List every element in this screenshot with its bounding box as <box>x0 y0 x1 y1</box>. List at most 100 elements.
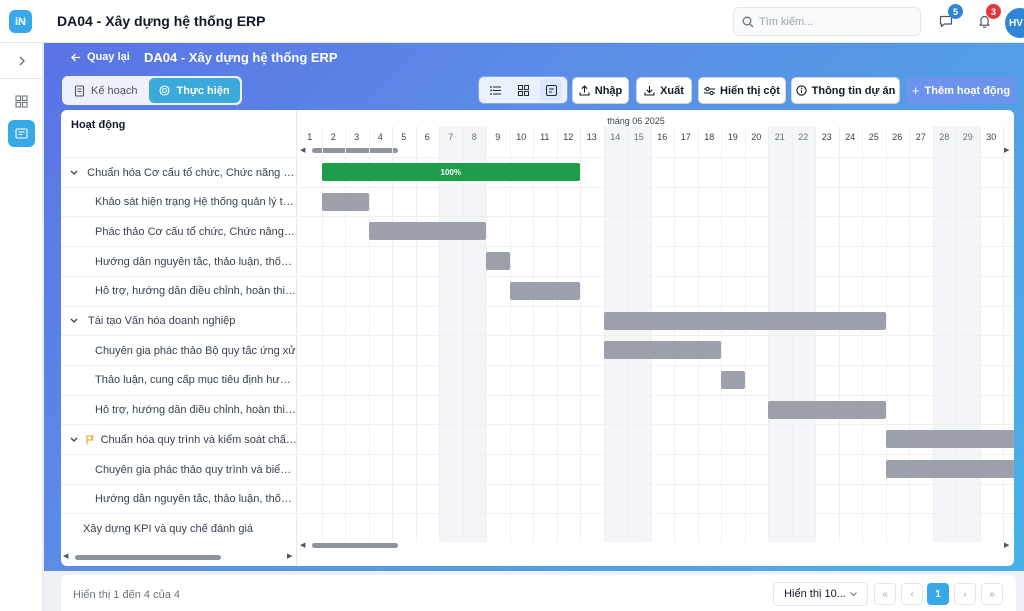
day-gridline <box>439 126 440 542</box>
day-gridline <box>415 126 417 542</box>
task-row[interactable]: Hướng dẫn nguyên tắc, thảo luận, thống..… <box>61 483 297 514</box>
sidebar <box>0 43 43 611</box>
sidebar-item-dashboard[interactable] <box>8 88 35 115</box>
mode-execution[interactable]: Thực hiện <box>149 78 240 103</box>
day-header: 4 <box>377 132 383 142</box>
timeline-scroll-right-icon[interactable]: ▶ <box>1004 147 1010 154</box>
day-header: 2 <box>330 132 336 142</box>
view-board[interactable] <box>512 79 534 101</box>
day-gridline <box>721 126 722 542</box>
main-panel: Quay lại DA04 - Xây dựng hệ thống ERP Kế… <box>44 43 1024 571</box>
day-header: 23 <box>821 132 832 142</box>
app-logo[interactable]: iN <box>9 10 32 33</box>
info-icon <box>795 85 807 96</box>
task-row[interactable]: Hướng dẫn nguyên tắc, thảo luận, thống..… <box>61 246 297 276</box>
sidebar-item-projects[interactable] <box>8 120 35 147</box>
task-bar[interactable] <box>603 311 886 330</box>
task-bar[interactable] <box>768 400 886 419</box>
task-bar[interactable] <box>885 430 1014 449</box>
task-row[interactable]: Hỗ trợ, hướng dẫn điều chỉnh, hoàn thiện <box>61 275 297 306</box>
day-header: 11 <box>540 132 550 142</box>
day-header: 3 <box>354 132 360 142</box>
view-list[interactable] <box>484 79 506 101</box>
task-label: Chuẩn hóa quy trình và kiểm soát chất l.… <box>100 433 297 446</box>
day-gridline <box>368 126 370 542</box>
last-page-button[interactable]: » <box>981 583 1003 605</box>
day-header: 22 <box>798 132 809 142</box>
task-bar[interactable]: 100% <box>321 163 580 181</box>
chevron-down-icon[interactable] <box>70 170 81 176</box>
project-info-label: Thông tin dự án <box>811 84 896 97</box>
notifications-button[interactable]: 3 <box>975 4 1001 30</box>
view-gantt[interactable] <box>540 79 562 101</box>
add-activity-button[interactable]: + Thêm hoạt động <box>906 77 1016 104</box>
scroll-left-icon[interactable]: ◀ <box>63 553 69 560</box>
day-header: 18 <box>704 132 715 142</box>
day-header: 6 <box>424 132 430 142</box>
first-page-button[interactable]: « <box>874 583 896 605</box>
mode-plan[interactable]: Kế hoạch <box>64 78 147 103</box>
arrow-left-icon <box>71 53 80 61</box>
task-list-scrollbar[interactable] <box>75 555 221 560</box>
chevron-down-icon[interactable] <box>70 318 82 324</box>
task-bar[interactable] <box>368 222 486 241</box>
day-gridline <box>580 126 581 542</box>
search-input[interactable] <box>759 15 909 28</box>
task-bar[interactable] <box>486 252 510 271</box>
plus-icon: + <box>911 83 920 98</box>
row-gridline <box>298 216 1014 218</box>
columns-button[interactable]: Hiển thị cột <box>698 77 786 104</box>
task-row[interactable]: Khảo sát hiện trạng Hệ thống quản lý tại… <box>61 186 297 217</box>
day-header: 9 <box>495 132 501 142</box>
results-summary: Hiển thị 1 đến 4 của 4 <box>73 589 181 601</box>
search-box[interactable] <box>733 7 921 36</box>
export-label: Xuất <box>660 84 684 97</box>
prev-page-button[interactable]: ‹ <box>901 583 923 605</box>
sidebar-toggle[interactable] <box>0 43 43 79</box>
timeline-bottom-scrollbar[interactable] <box>312 543 398 548</box>
page-size-select[interactable]: Hiển thị 10... <box>773 582 868 606</box>
avatar[interactable]: HV <box>1005 8 1024 38</box>
target-icon <box>159 85 171 96</box>
import-button[interactable]: Nhập <box>572 77 629 104</box>
task-bar[interactable] <box>603 341 721 360</box>
task-bar[interactable] <box>885 460 1014 478</box>
task-group-row[interactable]: Tái tạo Văn hóa doanh nghiệp <box>61 305 297 336</box>
day-gridline <box>815 126 816 542</box>
day-gridline <box>768 126 769 542</box>
app-title: DA04 - Xây dựng hệ thống ERP <box>57 13 266 29</box>
task-group-row[interactable]: Chuẩn hóa quy trình và kiểm soát chất l.… <box>61 424 297 454</box>
chevron-down-icon[interactable] <box>70 437 82 443</box>
back-link[interactable]: Quay lại <box>71 51 130 63</box>
timeline-top-scrollbar[interactable] <box>312 148 398 153</box>
project-info-button[interactable]: Thông tin dự án <box>791 77 900 104</box>
task-label: Khảo sát hiện trạng Hệ thống quản lý tại… <box>95 196 297 209</box>
task-bar[interactable] <box>509 281 580 300</box>
pagination-footer: Hiển thị 1 đến 4 của 4 Hiển thị 10... « … <box>61 575 1016 611</box>
day-gridline <box>909 126 910 542</box>
timeline-bottom-right-icon[interactable]: ▶ <box>1004 542 1010 549</box>
task-label: Hướng dẫn nguyên tắc, thảo luận, thống..… <box>95 255 297 268</box>
task-row[interactable]: Chuyên gia phác thảo quy trình và biểu .… <box>61 454 297 484</box>
task-row[interactable]: Xây dựng KPI và quy chế đánh giá <box>61 513 297 543</box>
page-button-current[interactable]: 1 <box>927 583 949 605</box>
task-bar[interactable] <box>321 192 369 211</box>
task-label: Hỗ trợ, hướng dẫn điều chỉnh, hoàn thiện <box>95 404 297 417</box>
messages-badge: 5 <box>948 4 963 19</box>
task-label: Chuẩn hóa Cơ cấu tổ chức, Chức năng nhiệ… <box>87 166 297 179</box>
messages-button[interactable]: 5 <box>937 4 963 30</box>
scroll-right-icon[interactable]: ▶ <box>287 553 293 560</box>
day-gridline <box>697 126 699 542</box>
timeline-bottom-left-icon[interactable]: ◀ <box>300 542 306 549</box>
task-group-row[interactable]: Chuẩn hóa Cơ cấu tổ chức, Chức năng nhiệ… <box>61 157 297 187</box>
timeline: tháng 06 2025 ◀ ▶ ◀ ▶ 1 2 3 4 5 6 7 8 9 10 11 12 13 1… <box>298 110 1014 566</box>
export-button[interactable]: Xuất <box>636 77 692 104</box>
task-row[interactable]: Phác thảo Cơ cấu tổ chức, Chức năng nh..… <box>61 216 297 246</box>
timeline-scroll-left-icon[interactable]: ◀ <box>300 147 306 154</box>
task-row[interactable]: Thảo luận, cung cấp mục tiêu định hướng <box>61 364 297 395</box>
day-gridline <box>744 126 746 542</box>
task-bar[interactable] <box>721 370 745 389</box>
task-row[interactable]: Chuyên gia phác thảo Bộ quy tắc ứng xử <box>61 335 297 365</box>
next-page-button[interactable]: › <box>954 583 976 605</box>
task-row[interactable]: Hỗ trợ, hướng dẫn điều chỉnh, hoàn thiện <box>61 394 297 425</box>
